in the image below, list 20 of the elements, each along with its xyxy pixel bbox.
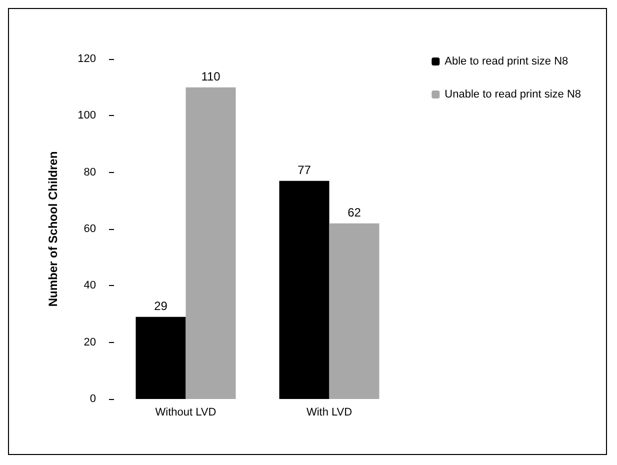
y-tick-label: 40 <box>84 280 96 292</box>
y-tick-label: 20 <box>84 336 96 348</box>
legend-label: Able to read print size N8 <box>444 56 568 68</box>
y-tick-label: 60 <box>84 223 96 235</box>
x-tick-label: Without LVD <box>155 406 216 418</box>
data-label: 29 <box>154 298 168 313</box>
y-tick-label: 100 <box>78 110 96 122</box>
data-label: 77 <box>298 162 312 177</box>
y-tick-label: 120 <box>78 53 96 65</box>
x-tick-label: With LVD <box>306 406 352 418</box>
y-axis-title: Number of School Children <box>46 151 60 307</box>
data-label: 62 <box>348 205 362 220</box>
bar <box>329 223 380 399</box>
y-tick-label: 0 <box>90 393 96 405</box>
data-label: 110 <box>201 69 221 84</box>
bar <box>279 180 330 399</box>
bar <box>136 316 186 399</box>
legend-label: Unable to read print size N8 <box>444 88 582 100</box>
bar <box>186 87 236 399</box>
y-tick-label: 80 <box>84 166 96 178</box>
